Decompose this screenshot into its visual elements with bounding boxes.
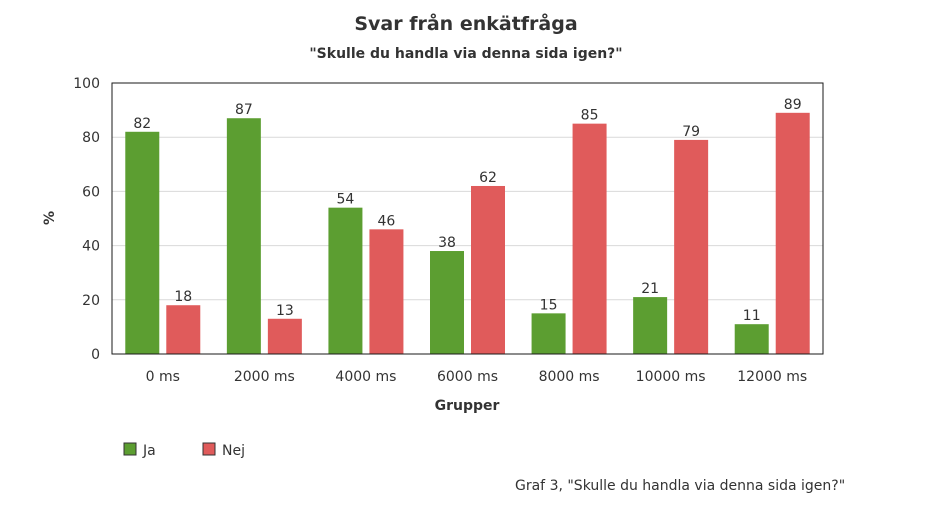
bar-ja-0 bbox=[125, 131, 160, 354]
x-tick-label: 0 ms bbox=[146, 369, 180, 385]
y-axis-ticks: 0 20 40 60 80 100 bbox=[73, 76, 100, 363]
chart-subtitle: "Skulle du handla via denna sida igen?" bbox=[309, 46, 622, 62]
bars bbox=[125, 112, 810, 355]
figure-caption: Graf 3, "Skulle du handla via denna sida… bbox=[515, 478, 846, 494]
data-label: 21 bbox=[641, 281, 659, 297]
legend-swatch-ja bbox=[123, 442, 137, 456]
bar-ja-1 bbox=[226, 118, 261, 354]
x-tick-label: 12000 ms bbox=[737, 369, 807, 385]
bar-nej-4 bbox=[572, 123, 607, 355]
data-label: 11 bbox=[743, 308, 761, 324]
y-tick-label: 100 bbox=[73, 76, 100, 92]
x-axis-ticks: 0 ms 2000 ms 4000 ms 6000 ms 8000 ms 10000 ms… bbox=[146, 369, 808, 385]
data-label: 13 bbox=[276, 303, 294, 319]
bar-ja-4 bbox=[531, 313, 566, 354]
data-label: 62 bbox=[479, 170, 497, 186]
bar-nej-5 bbox=[674, 139, 709, 354]
bar-nej-6 bbox=[775, 112, 810, 354]
bar-nej-1 bbox=[267, 318, 302, 354]
bar-nej-3 bbox=[471, 185, 505, 354]
x-tick-label: 10000 ms bbox=[636, 369, 706, 385]
y-tick-label: 20 bbox=[82, 293, 100, 309]
plot-frame bbox=[111, 82, 824, 355]
y-axis-label: % bbox=[42, 211, 58, 225]
y-tick-label: 60 bbox=[82, 184, 100, 200]
data-label: 54 bbox=[337, 192, 355, 208]
data-label: 89 bbox=[784, 97, 802, 113]
data-label: 87 bbox=[235, 102, 253, 118]
data-label: 85 bbox=[581, 108, 599, 124]
data-labels: 82 18 87 13 54 46 38 62 15 85 21 79 11 89 bbox=[133, 97, 801, 324]
x-tick-label: 6000 ms bbox=[437, 369, 498, 385]
x-axis-label: Grupper bbox=[435, 398, 500, 414]
bar-ja-3 bbox=[430, 251, 464, 354]
y-tick-label: 0 bbox=[91, 347, 100, 363]
bar-nej-2 bbox=[369, 229, 404, 354]
data-label: 46 bbox=[378, 213, 396, 229]
bar-ja-5 bbox=[633, 297, 668, 354]
gridlines bbox=[112, 136, 823, 301]
data-label: 38 bbox=[438, 235, 456, 251]
legend-label-ja: Ja bbox=[142, 443, 156, 459]
bar-ja-2 bbox=[328, 207, 363, 354]
legend: Ja Nej bbox=[123, 442, 245, 459]
legend-label-nej: Nej bbox=[222, 443, 245, 459]
data-label: 82 bbox=[133, 116, 151, 132]
legend-swatch-nej bbox=[202, 442, 216, 456]
data-label: 79 bbox=[682, 124, 700, 140]
chart-title: Svar från enkätfråga bbox=[354, 11, 577, 35]
x-tick-label: 4000 ms bbox=[335, 369, 396, 385]
data-label: 15 bbox=[540, 297, 558, 313]
x-tick-label: 2000 ms bbox=[234, 369, 295, 385]
bar-ja-6 bbox=[734, 324, 769, 354]
y-tick-label: 40 bbox=[82, 239, 100, 255]
y-tick-label: 80 bbox=[82, 130, 100, 146]
x-tick-label: 8000 ms bbox=[539, 369, 600, 385]
bar-nej-0 bbox=[166, 305, 201, 354]
data-label: 18 bbox=[174, 289, 192, 305]
